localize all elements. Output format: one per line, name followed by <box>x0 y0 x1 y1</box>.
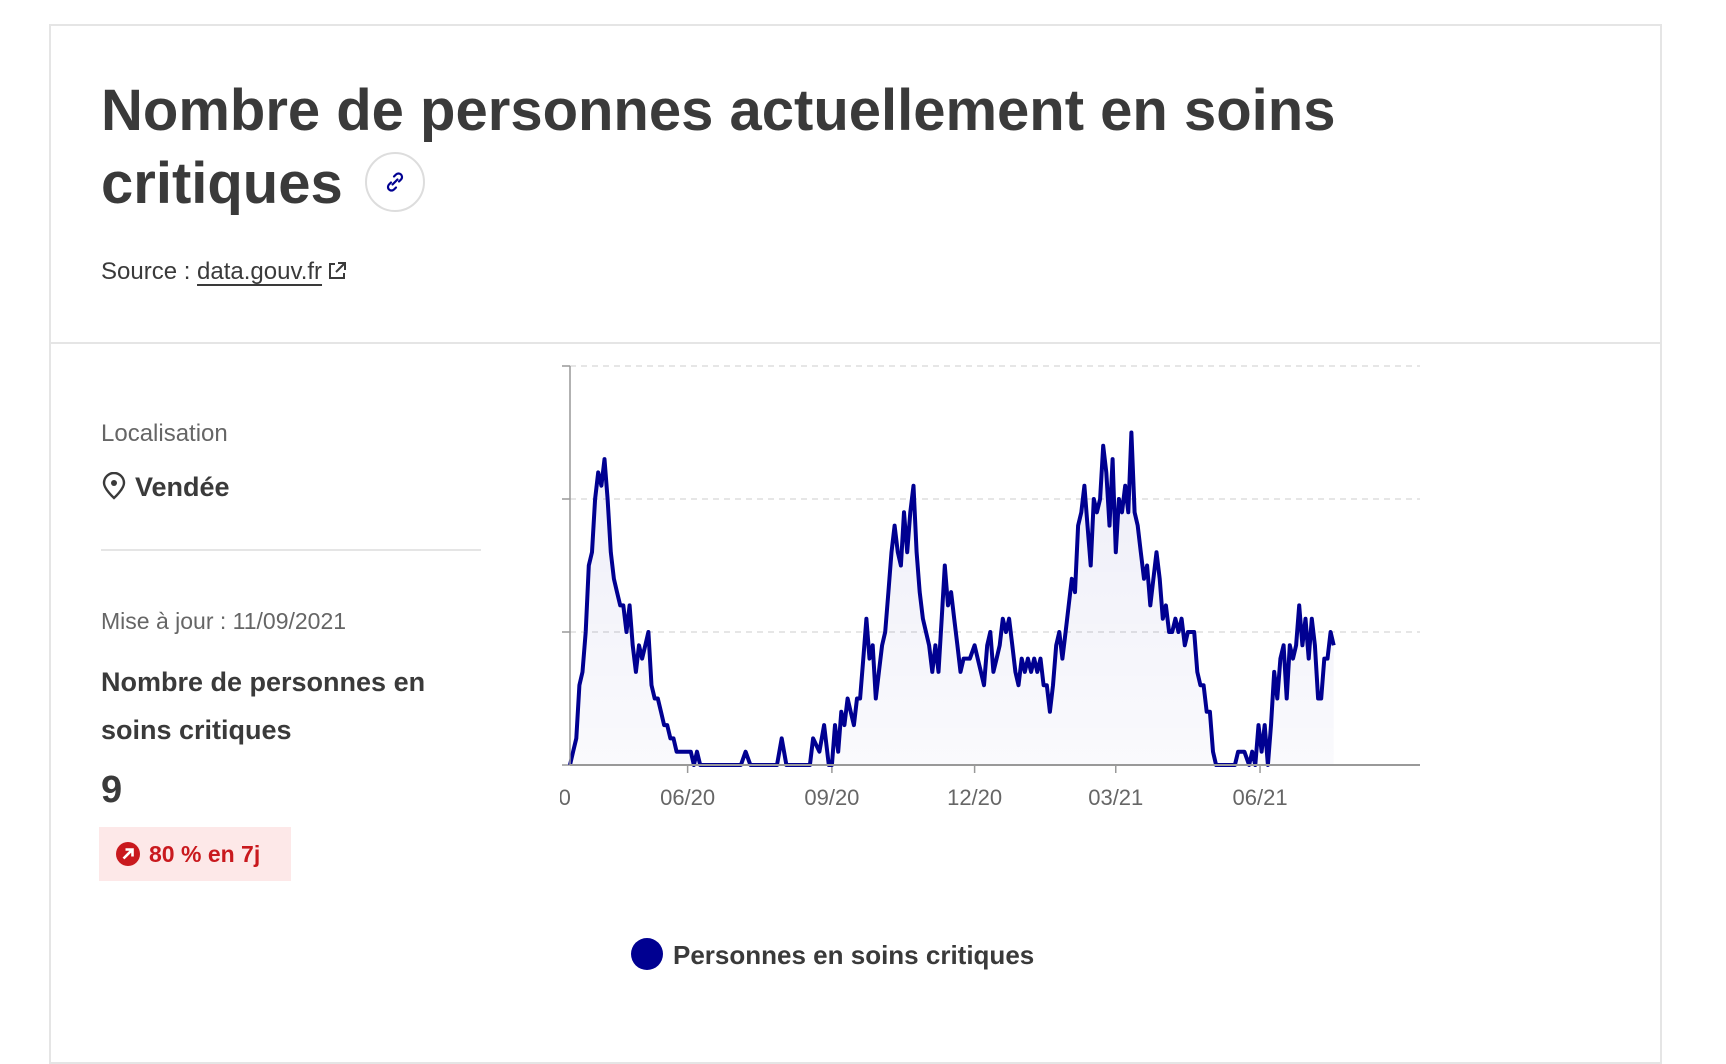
y-axis-ticks: 0102030 <box>532 354 570 778</box>
x-tick-label: 06/21 <box>1233 785 1288 810</box>
map-pin-icon <box>102 471 126 500</box>
x-axis-ticks: 03/20 06/20 09/20 12/20 03/21 06/21 <box>516 765 1288 810</box>
x-tick-label: 12/20 <box>947 785 1002 810</box>
indicator-card: Nombre de personnes actuellement en soin… <box>49 24 1662 1064</box>
page-title: Nombre de personnes actuellement en soin… <box>101 74 1401 220</box>
x-tick-label: 03/20 <box>560 785 571 810</box>
chart-svg: 0102030 03/20 06/20 09/20 12/20 03/21 06/21 <box>516 354 1420 810</box>
chart-legend: Personnes en soins critiques <box>631 938 1035 973</box>
source-line: Source : data.gouv.fr <box>101 258 348 286</box>
chart: 0102030 03/20 06/20 09/20 12/20 03/21 06/21 <box>516 354 1580 880</box>
location-label: Localisation <box>101 420 228 447</box>
link-icon <box>386 172 403 192</box>
source-link-text: data.gouv.fr <box>197 258 323 285</box>
indicator-name: Nombre de personnes en soins critiques <box>101 667 426 745</box>
legend-swatch <box>631 938 663 971</box>
update-date: Mise à jour : 11/09/2021 <box>101 608 347 634</box>
source-link[interactable]: data.gouv.fr <box>197 258 348 285</box>
x-tick-label: 03/21 <box>1088 785 1143 810</box>
x-tick-label: 09/20 <box>804 785 859 810</box>
trend-badge-text: 80 % en 7j <box>149 841 261 867</box>
card-header: Nombre de personnes actuellement en soin… <box>51 26 1660 344</box>
external-link-icon <box>329 261 347 279</box>
sidebar-divider <box>101 549 481 551</box>
copy-link-button[interactable] <box>364 151 425 212</box>
page-title-text: Nombre de personnes actuellement en soin… <box>101 78 1336 216</box>
source-prefix: Source : <box>101 258 198 285</box>
location-name: Vendée <box>135 472 230 502</box>
arrow-up-right-icon <box>116 841 140 866</box>
trend-badge: 80 % en 7j <box>99 827 291 881</box>
legend-label: Personnes en soins critiques <box>673 940 1035 970</box>
gridlines <box>570 365 1420 633</box>
series-line <box>568 430 1336 767</box>
location-value: Vendée <box>101 471 230 503</box>
x-tick-label: 06/20 <box>660 785 715 810</box>
indicator-value: 9 <box>101 769 123 811</box>
